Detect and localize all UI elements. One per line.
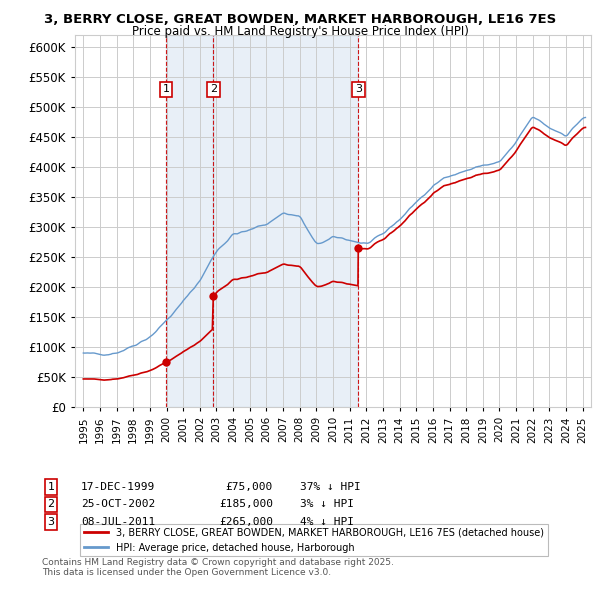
Text: 3: 3 — [47, 517, 55, 527]
Text: 37% ↓ HPI: 37% ↓ HPI — [300, 482, 361, 491]
Text: 1: 1 — [47, 482, 55, 491]
Text: 3% ↓ HPI: 3% ↓ HPI — [300, 500, 354, 509]
Text: Contains HM Land Registry data © Crown copyright and database right 2025.
This d: Contains HM Land Registry data © Crown c… — [42, 558, 394, 577]
Legend: 3, BERRY CLOSE, GREAT BOWDEN, MARKET HARBOROUGH, LE16 7ES (detached house), HPI:: 3, BERRY CLOSE, GREAT BOWDEN, MARKET HAR… — [80, 524, 548, 556]
Text: 4% ↓ HPI: 4% ↓ HPI — [300, 517, 354, 527]
Text: £265,000: £265,000 — [219, 517, 273, 527]
Bar — [166, 35, 214, 407]
Text: 2: 2 — [210, 84, 217, 94]
Text: 1: 1 — [163, 84, 169, 94]
Text: 08-JUL-2011: 08-JUL-2011 — [81, 517, 155, 527]
Text: 25-OCT-2002: 25-OCT-2002 — [81, 500, 155, 509]
Text: 17-DEC-1999: 17-DEC-1999 — [81, 482, 155, 491]
Text: 2: 2 — [47, 500, 55, 509]
Text: 3: 3 — [355, 84, 362, 94]
Text: £75,000: £75,000 — [226, 482, 273, 491]
Text: £185,000: £185,000 — [219, 500, 273, 509]
Text: Price paid vs. HM Land Registry's House Price Index (HPI): Price paid vs. HM Land Registry's House … — [131, 25, 469, 38]
Bar — [214, 35, 358, 407]
Text: 3, BERRY CLOSE, GREAT BOWDEN, MARKET HARBOROUGH, LE16 7ES: 3, BERRY CLOSE, GREAT BOWDEN, MARKET HAR… — [44, 13, 556, 26]
